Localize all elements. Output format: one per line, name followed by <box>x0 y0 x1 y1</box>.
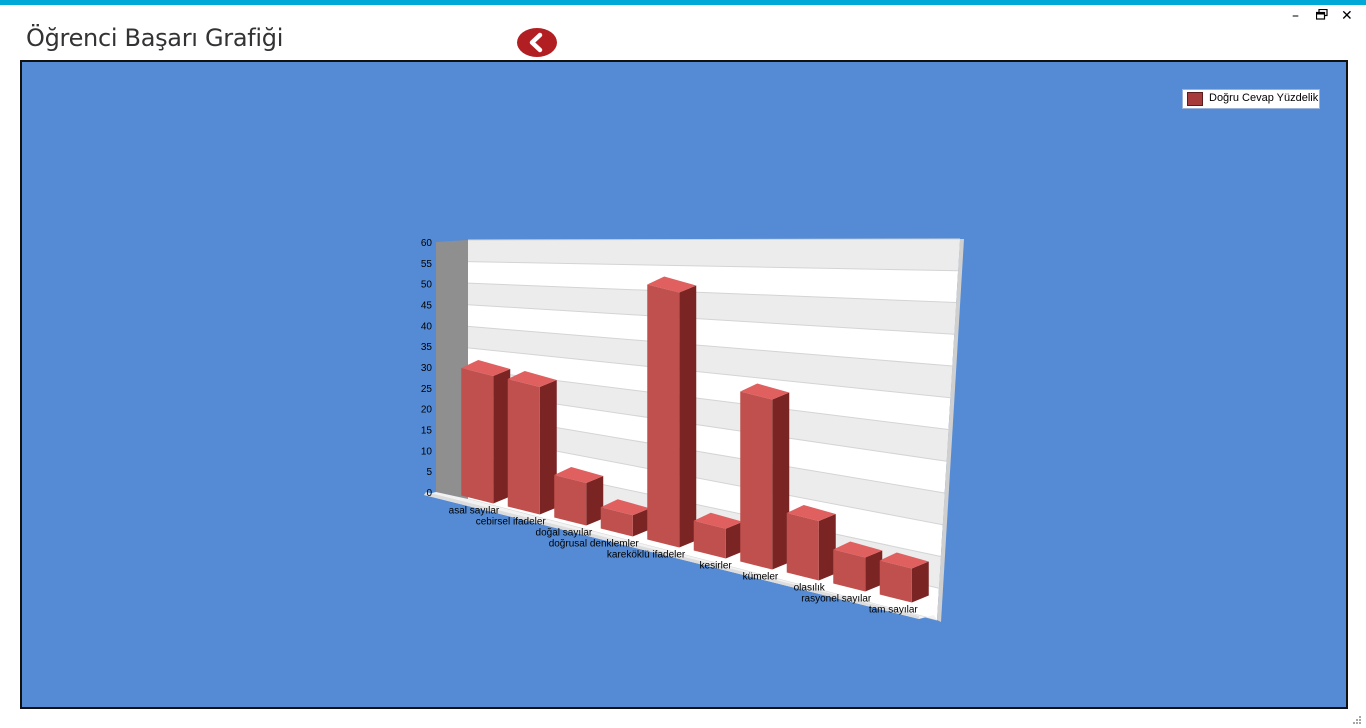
y-tick-label: 20 <box>421 405 433 416</box>
bar-front <box>879 560 912 603</box>
chart-side-wall <box>436 240 468 499</box>
legend-label: Doğru Cevap Yüzdelik <box>1209 92 1319 104</box>
x-tick-label: doğal sayılar <box>536 528 593 539</box>
bar-side <box>679 285 697 548</box>
close-button[interactable]: ✕ <box>1341 8 1353 24</box>
grid-line <box>467 238 961 241</box>
grid-line <box>467 347 951 399</box>
y-tick-label: 55 <box>421 259 433 270</box>
grid-line <box>467 261 959 272</box>
chart-legend: Doğru Cevap Yüzdelik <box>1182 89 1320 109</box>
x-tick-label: cebirsel ifadeler <box>476 517 547 528</box>
x-tick-label: kesirler <box>700 561 733 572</box>
back-button[interactable] <box>517 28 557 57</box>
chevron-left-icon <box>529 32 543 53</box>
bar-side <box>493 369 511 504</box>
grid-band <box>468 239 960 271</box>
y-tick-label: 0 <box>426 488 432 499</box>
restore-icon <box>1315 8 1328 20</box>
bar-side <box>725 521 743 559</box>
bar-front <box>507 379 540 515</box>
bar-front <box>647 284 680 548</box>
chart-back-wall <box>468 239 960 620</box>
bar-front <box>600 507 633 537</box>
grid-band <box>468 326 953 398</box>
x-tick-label: kareköklü ifadeler <box>607 550 686 561</box>
bar-side <box>818 514 836 581</box>
x-tick-label: olasılık <box>794 583 826 594</box>
bar-side <box>632 508 650 537</box>
bar-side <box>911 561 929 603</box>
y-tick-label: 40 <box>421 321 433 332</box>
bar-side <box>586 476 604 526</box>
bar-top <box>740 383 790 400</box>
x-tick-label: kümeler <box>743 572 779 583</box>
y-tick-label: 50 <box>421 280 433 291</box>
chart-panel: 0 5 10 15 20 25 30 35 40 45 50 55 60 asal sayılar cebi… <box>20 60 1348 709</box>
minimize-button[interactable]: – <box>1292 8 1299 24</box>
y-tick-label: 25 <box>421 384 433 395</box>
bar-top <box>879 552 929 569</box>
bar-top <box>461 360 511 376</box>
chart-floor-edge <box>424 492 919 619</box>
y-tick-label: 45 <box>421 301 433 312</box>
bar-top <box>833 541 883 558</box>
bar-front <box>461 368 494 504</box>
x-tick-label: asal sayılar <box>449 506 500 517</box>
grid-band <box>468 412 945 525</box>
x-tick-label: rasyonel sayılar <box>801 594 872 605</box>
grid-line <box>467 282 957 303</box>
bar-top <box>786 505 836 521</box>
grid-band <box>468 369 949 462</box>
grid-band <box>468 283 957 335</box>
grid-line <box>467 325 953 367</box>
bar-front <box>786 513 819 581</box>
bar-front <box>554 475 587 526</box>
bar-side <box>772 392 790 570</box>
window-title: Öğrenci Başarı Grafiği <box>26 24 284 52</box>
y-tick-label: 60 <box>421 238 433 249</box>
y-tick-label: 10 <box>421 446 433 457</box>
grid-line <box>467 304 955 335</box>
y-tick-label: 15 <box>421 426 433 437</box>
bar-top <box>693 512 743 529</box>
y-tick-label: 5 <box>426 467 432 478</box>
bar-front <box>693 520 726 559</box>
bar-front <box>740 391 773 570</box>
bar-side <box>539 380 557 515</box>
restore-button[interactable] <box>1315 8 1328 23</box>
y-tick-label: 35 <box>421 342 433 353</box>
bar-side <box>865 550 883 592</box>
window-accent-strip <box>0 0 1366 5</box>
bar-chart: 0 5 10 15 20 25 30 35 40 45 50 55 60 asal sayılarcebi… <box>421 238 964 622</box>
bar-top <box>507 371 557 387</box>
bar-top <box>600 499 650 516</box>
resize-grip-icon[interactable] <box>1352 715 1362 725</box>
bar-top <box>647 276 697 293</box>
bar-top <box>554 467 604 483</box>
x-tick-label: tam sayılar <box>869 605 919 616</box>
legend-swatch <box>1187 92 1203 106</box>
chart-wall-edge <box>937 239 964 622</box>
y-tick-label: 30 <box>421 363 433 374</box>
bar-front <box>833 549 866 592</box>
x-tick-label: doğrusal denklemler <box>549 539 640 550</box>
